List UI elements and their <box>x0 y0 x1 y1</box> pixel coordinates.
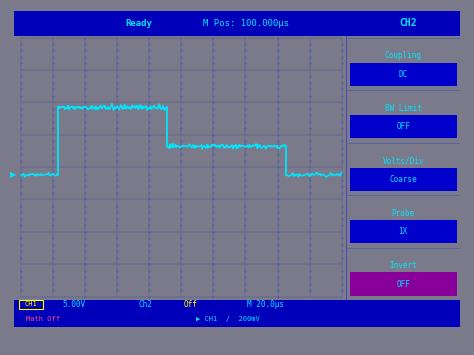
Text: Math Off: Math Off <box>26 316 60 322</box>
Text: 5.00V: 5.00V <box>63 300 86 309</box>
Text: Coarse: Coarse <box>389 175 417 184</box>
Bar <box>350 220 456 243</box>
Text: OFF: OFF <box>396 279 410 289</box>
Text: BW Limit: BW Limit <box>385 104 422 113</box>
Bar <box>350 273 456 296</box>
Bar <box>350 115 456 138</box>
Text: Volts/Div: Volts/Div <box>383 156 424 165</box>
Bar <box>350 168 456 191</box>
Text: Invert: Invert <box>389 261 417 270</box>
Text: Probe: Probe <box>392 209 415 218</box>
Text: M Pos: 100.000μs: M Pos: 100.000μs <box>203 19 289 28</box>
Text: ▶ CH1  /  200mV: ▶ CH1 / 200mV <box>196 316 260 322</box>
Text: Ready: Ready <box>126 19 153 28</box>
Text: M 20.0μs: M 20.0μs <box>247 300 284 309</box>
Text: Coupling: Coupling <box>385 51 422 60</box>
Text: 1X: 1X <box>399 227 408 236</box>
Text: CH1: CH1 <box>25 301 37 307</box>
Bar <box>350 63 456 86</box>
Text: DC: DC <box>399 70 408 79</box>
Bar <box>14 300 460 327</box>
Bar <box>14 11 460 36</box>
Text: Off: Off <box>183 300 197 309</box>
Text: Ch2: Ch2 <box>139 300 153 309</box>
Text: ▶: ▶ <box>10 170 17 179</box>
Text: OFF: OFF <box>396 122 410 131</box>
Bar <box>18 300 43 309</box>
Text: CH2: CH2 <box>400 18 417 28</box>
